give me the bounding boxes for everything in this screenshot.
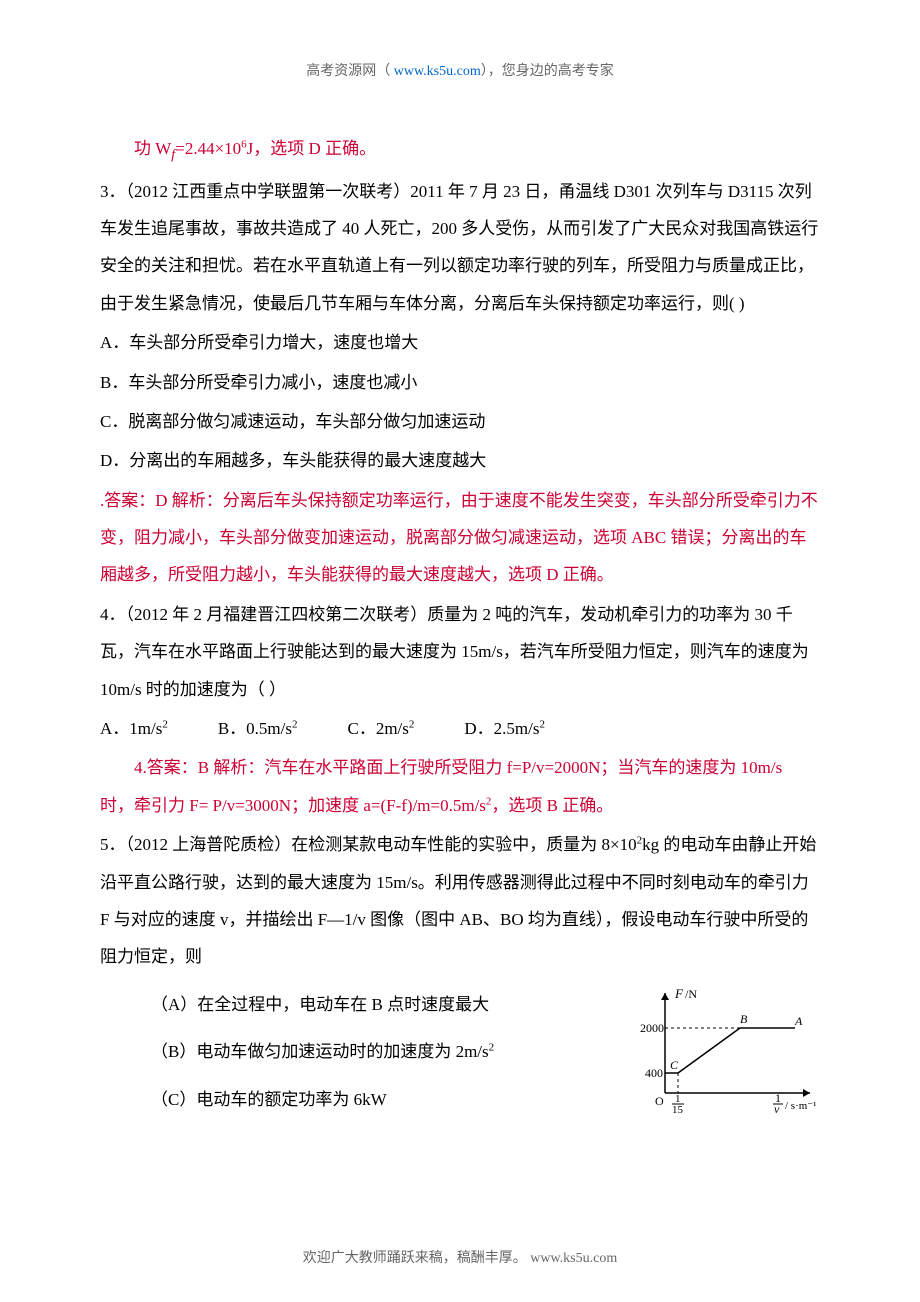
page-footer: 欢迎广大教师踊跃来稿，稿酬丰厚。 www.ks5u.com xyxy=(0,1247,920,1267)
x-arrow-icon xyxy=(803,1089,810,1097)
text: B．0.5m/s xyxy=(218,719,292,738)
fv-graph: F /N 2000 400 O 1 15 1 v / s·m⁻¹ A B C xyxy=(640,983,820,1113)
answer-4: 4.答案：B 解析：汽车在水平路面上行驶所受阻力 f=P/v=2000N；当汽车… xyxy=(100,749,820,824)
exponent: 2 xyxy=(409,718,415,730)
text: A．1m/s xyxy=(100,719,162,738)
point-c: C xyxy=(670,1058,679,1072)
text: 5．（2012 上海普陀质检）在检测某款电动车性能的实验中，质量为 8×10 xyxy=(100,835,637,854)
y-arrow-icon xyxy=(661,993,669,1000)
question-5: 5．（2012 上海普陀质检）在检测某款电动车性能的实验中，质量为 8×102k… xyxy=(100,826,820,976)
header-suffix: ），您身边的高考专家 xyxy=(481,64,614,79)
page-header: 高考资源网（ www.ks5u.com），您身边的高考专家 xyxy=(100,60,820,80)
option-3c: C．脱离部分做匀减速运动，车头部分做匀加速运动 xyxy=(100,403,820,440)
text: J，选项 D 正确。 xyxy=(247,139,376,158)
option-4d: D．2.5m/s2 xyxy=(464,710,545,747)
option-3a: A．车头部分所受牵引力增大，速度也增大 xyxy=(100,324,820,361)
text: 功 W xyxy=(134,139,171,158)
header-url: www.ks5u.com xyxy=(394,64,481,79)
question-4: 4．（2012 年 2 月福建晋江四校第二次联考）质量为 2 吨的汽车，发动机牵… xyxy=(100,596,820,708)
document-body: 功 Wf=2.44×106J，选项 D 正确。 3．（2012 江西重点中学联盟… xyxy=(100,130,820,1118)
point-a: A xyxy=(794,1014,803,1028)
option-4c: C．2m/s2 xyxy=(348,710,415,747)
y-unit: /N xyxy=(685,987,697,1001)
y-label: F xyxy=(674,986,684,1001)
ytick-2000: 2000 xyxy=(640,1021,664,1035)
exponent: 2 xyxy=(489,1042,495,1054)
question-3: 3．（2012 江西重点中学联盟第一次联考）2011 年 7 月 23 日，甬温… xyxy=(100,173,820,323)
text: 4.答案：B 解析：汽车在水平路面上行驶所受阻力 f=P/v=2000N；当汽车… xyxy=(100,758,782,814)
xtick-den: 15 xyxy=(672,1104,684,1113)
answer-3: .答案：D 解析：分离后车头保持额定功率运行，由于速度不能发生突变，车头部分所受… xyxy=(100,482,820,594)
text: =2.44×10 xyxy=(175,139,241,158)
text: kg 的电动车由静止开始沿平直公路行驶，达到的最大速度为 15m/s。利用传感器… xyxy=(100,835,816,966)
answer-line-1: 功 Wf=2.44×106J，选项 D 正确。 xyxy=(100,130,820,171)
exponent: 2 xyxy=(292,718,298,730)
text: D．2.5m/s xyxy=(464,719,539,738)
exponent: 2 xyxy=(162,718,168,730)
footer-url: www.ks5u.com xyxy=(530,1251,617,1266)
origin-o: O xyxy=(655,1094,664,1108)
xlabel-den: v xyxy=(774,1102,780,1113)
option-3d: D．分离出的车厢越多，车头能获得的最大速度越大 xyxy=(100,442,820,479)
text: C．2m/s xyxy=(348,719,409,738)
text: （B）电动车做匀加速运动时的加速度为 2m/s xyxy=(151,1042,489,1061)
option-3b: B．车头部分所受牵引力减小，速度也减小 xyxy=(100,364,820,401)
ytick-400: 400 xyxy=(645,1066,663,1080)
point-b: B xyxy=(740,1012,748,1026)
footer-text: 欢迎广大教师踊跃来稿，稿酬丰厚。 xyxy=(303,1251,531,1266)
option-4b: B．0.5m/s2 xyxy=(218,710,298,747)
option-4a: A．1m/s2 xyxy=(100,710,168,747)
x-unit: / s·m⁻¹ xyxy=(785,1100,816,1112)
line-cb xyxy=(678,1028,740,1073)
options-4: A．1m/s2 B．0.5m/s2 C．2m/s2 D．2.5m/s2 xyxy=(100,710,820,747)
exponent: 2 xyxy=(540,718,546,730)
text: ，选项 B 正确。 xyxy=(491,796,613,815)
header-prefix: 高考资源网（ xyxy=(306,64,394,79)
